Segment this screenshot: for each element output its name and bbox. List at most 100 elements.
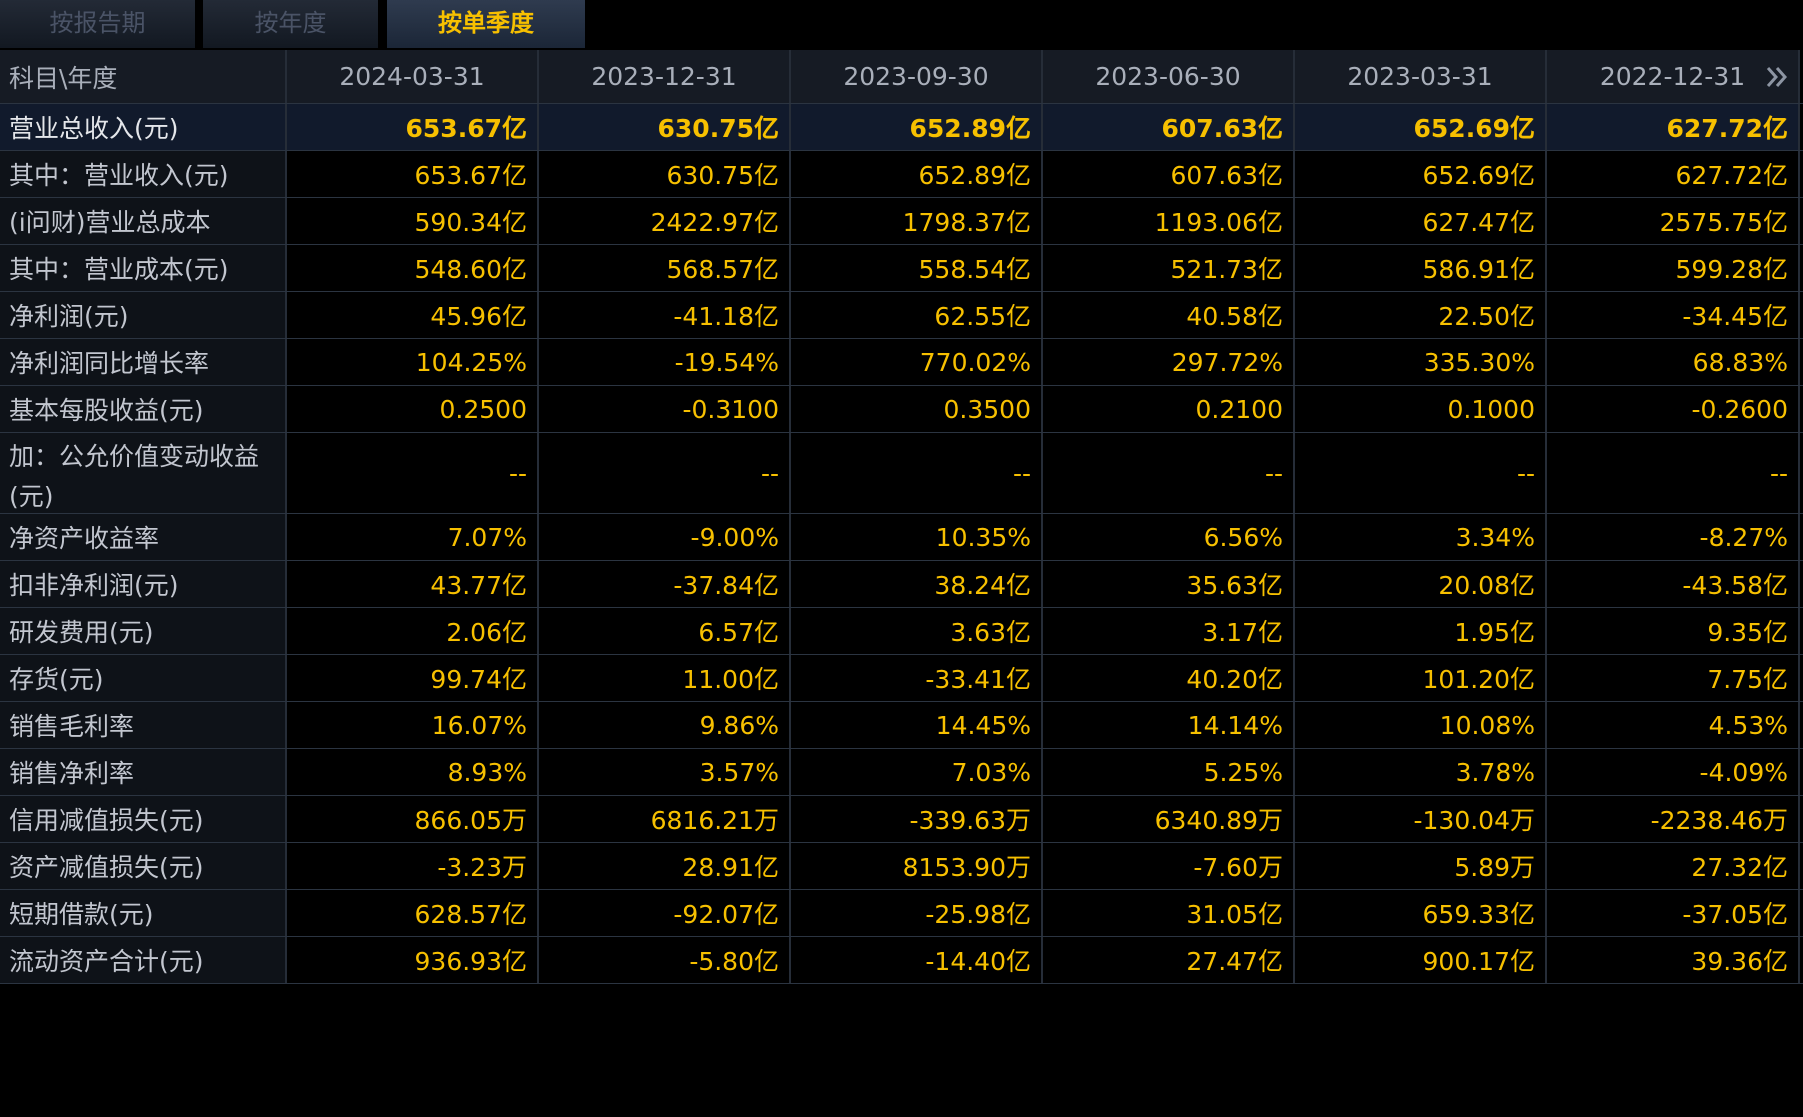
row-label: 净利润(元): [0, 292, 287, 338]
value-cell: 6.56%: [1043, 514, 1295, 560]
value-cell: 568.57亿: [539, 245, 791, 291]
value-cell: 40.58亿: [1043, 292, 1295, 338]
table-row: 营业总收入(元) 653.67亿 630.75亿 652.89亿 607.63亿 652.…: [0, 104, 1803, 151]
value-cell: 607.63亿: [1043, 151, 1295, 197]
row-label: 研发费用(元): [0, 608, 287, 654]
tab-by-year[interactable]: 按年度: [203, 0, 378, 48]
value-cell: 3.34%: [1295, 514, 1547, 560]
value-cell: 521.73亿: [1043, 245, 1295, 291]
value-cell: 607.63亿: [1043, 104, 1295, 150]
row-label: 信用减值损失(元): [0, 796, 287, 842]
table-row: 短期借款(元) 628.57亿 -92.07亿 -25.98亿 31.05亿 659.33…: [0, 890, 1803, 937]
value-cell: -8.27%: [1547, 514, 1800, 560]
value-cell: 628.57亿: [287, 890, 539, 936]
table-row: 扣非净利润(元) 43.77亿 -37.84亿 38.24亿 35.63亿 20.08亿 -…: [0, 561, 1803, 608]
header-date[interactable]: 2023-06-30: [1043, 50, 1295, 103]
table-row: 销售净利率 8.93% 3.57% 7.03% 5.25% 3.78% -4.09%: [0, 749, 1803, 796]
tab-by-report-period[interactable]: 按报告期: [0, 0, 195, 48]
value-cell: -25.98亿: [791, 890, 1043, 936]
value-cell: 335.30%: [1295, 339, 1547, 385]
value-cell: --: [1295, 433, 1547, 513]
value-cell: 8.93%: [287, 749, 539, 795]
value-cell: 8153.90万: [791, 843, 1043, 889]
header-date[interactable]: 2023-03-31: [1295, 50, 1547, 103]
value-cell: 4.53%: [1547, 702, 1800, 748]
table-row: 信用减值损失(元) 866.05万 6816.21万 -339.63万 6340.89万…: [0, 796, 1803, 843]
value-cell: 14.14%: [1043, 702, 1295, 748]
header-date[interactable]: 2024-03-31: [287, 50, 539, 103]
value-cell: 6340.89万: [1043, 796, 1295, 842]
value-cell: 627.47亿: [1295, 198, 1547, 244]
table-row: 加：公允价值变动收益 (元) -- -- -- -- -- --: [0, 433, 1803, 514]
value-cell: -41.18亿: [539, 292, 791, 338]
value-cell: 101.20亿: [1295, 655, 1547, 701]
table-row: 其中：营业成本(元) 548.60亿 568.57亿 558.54亿 521.73亿 58…: [0, 245, 1803, 292]
value-cell: 3.63亿: [791, 608, 1043, 654]
value-cell: 936.93亿: [287, 937, 539, 983]
double-chevron-right-icon[interactable]: [1764, 50, 1790, 103]
table-row: 研发费用(元) 2.06亿 6.57亿 3.63亿 3.17亿 1.95亿 9.35亿: [0, 608, 1803, 655]
tab-by-quarter[interactable]: 按单季度: [387, 0, 585, 48]
row-label: (i问财)营业总成本: [0, 198, 287, 244]
value-cell: -0.2600: [1547, 386, 1800, 432]
table-row: 流动资产合计(元) 936.93亿 -5.80亿 -14.40亿 27.47亿 900.1…: [0, 937, 1803, 984]
value-cell: --: [287, 433, 539, 513]
value-cell: -92.07亿: [539, 890, 791, 936]
value-cell: 558.54亿: [791, 245, 1043, 291]
row-label: 资产减值损失(元): [0, 843, 287, 889]
value-cell: 1193.06亿: [1043, 198, 1295, 244]
value-cell: 5.25%: [1043, 749, 1295, 795]
value-cell: 104.25%: [287, 339, 539, 385]
row-label: 扣非净利润(元): [0, 561, 287, 607]
row-label: 加：公允价值变动收益 (元): [0, 433, 287, 513]
header-date[interactable]: 2023-09-30: [791, 50, 1043, 103]
value-cell: 99.74亿: [287, 655, 539, 701]
value-cell: 1.95亿: [1295, 608, 1547, 654]
value-cell: 2422.97亿: [539, 198, 791, 244]
table-row: 净利润同比增长率 104.25% -19.54% 770.02% 297.72% 335.…: [0, 339, 1803, 386]
value-cell: 3.57%: [539, 749, 791, 795]
row-label: 其中：营业成本(元): [0, 245, 287, 291]
row-label: 销售毛利率: [0, 702, 287, 748]
header-date[interactable]: 2023-12-31: [539, 50, 791, 103]
value-cell: 62.55亿: [791, 292, 1043, 338]
value-cell: 16.07%: [287, 702, 539, 748]
value-cell: 586.91亿: [1295, 245, 1547, 291]
row-label-line: (元): [9, 482, 54, 511]
value-cell: 900.17亿: [1295, 937, 1547, 983]
value-cell: -33.41亿: [791, 655, 1043, 701]
value-cell: 27.47亿: [1043, 937, 1295, 983]
value-cell: 866.05万: [287, 796, 539, 842]
value-cell: -0.3100: [539, 386, 791, 432]
header-date[interactable]: 2022-12-31: [1547, 50, 1800, 103]
value-cell: 7.75亿: [1547, 655, 1800, 701]
value-cell: 630.75亿: [539, 151, 791, 197]
value-cell: 38.24亿: [791, 561, 1043, 607]
value-cell: 10.08%: [1295, 702, 1547, 748]
value-cell: --: [1043, 433, 1295, 513]
value-cell: 599.28亿: [1547, 245, 1800, 291]
value-cell: 20.08亿: [1295, 561, 1547, 607]
value-cell: 7.03%: [791, 749, 1043, 795]
value-cell: 11.00亿: [539, 655, 791, 701]
value-cell: -3.23万: [287, 843, 539, 889]
value-cell: 9.86%: [539, 702, 791, 748]
table-row: 销售毛利率 16.07% 9.86% 14.45% 14.14% 10.08% 4.53%: [0, 702, 1803, 749]
value-cell: 9.35亿: [1547, 608, 1800, 654]
value-cell: 28.91亿: [539, 843, 791, 889]
value-cell: 40.20亿: [1043, 655, 1295, 701]
value-cell: 1798.37亿: [791, 198, 1043, 244]
value-cell: -19.54%: [539, 339, 791, 385]
row-label: 存货(元): [0, 655, 287, 701]
value-cell: 2.06亿: [287, 608, 539, 654]
table-row: 净资产收益率 7.07% -9.00% 10.35% 6.56% 3.34% -8.27%: [0, 514, 1803, 561]
value-cell: -130.04万: [1295, 796, 1547, 842]
value-cell: 39.36亿: [1547, 937, 1800, 983]
value-cell: 22.50亿: [1295, 292, 1547, 338]
table-row: 资产减值损失(元) -3.23万 28.91亿 8153.90万 -7.60万 5.89万…: [0, 843, 1803, 890]
value-cell: 0.3500: [791, 386, 1043, 432]
value-cell: 653.67亿: [287, 104, 539, 150]
row-label: 净资产收益率: [0, 514, 287, 560]
header-date-text: 2022-12-31: [1599, 62, 1746, 91]
value-cell: 45.96亿: [287, 292, 539, 338]
